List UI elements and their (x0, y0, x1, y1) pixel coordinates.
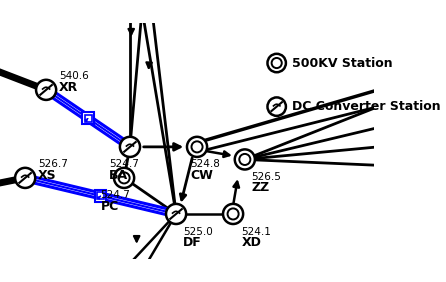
Circle shape (166, 204, 186, 224)
Text: ZZ: ZZ (252, 181, 270, 194)
Circle shape (15, 168, 35, 188)
Circle shape (268, 54, 286, 72)
Circle shape (119, 172, 130, 183)
Circle shape (240, 154, 250, 165)
Bar (95, 190, 107, 202)
Circle shape (36, 80, 56, 100)
Text: XD: XD (241, 236, 261, 249)
Text: CW: CW (190, 169, 213, 182)
Text: XR: XR (59, 81, 78, 94)
Circle shape (235, 149, 255, 169)
Bar (97, 192, 104, 199)
Circle shape (120, 137, 140, 157)
Bar (82, 113, 94, 124)
Text: 525.0: 525.0 (183, 226, 213, 237)
Circle shape (187, 137, 207, 157)
Text: 526.7: 526.7 (38, 159, 68, 169)
Text: 524.7: 524.7 (109, 159, 139, 169)
Text: 524.1: 524.1 (241, 226, 271, 237)
Text: 526.5: 526.5 (252, 172, 281, 182)
Text: PC: PC (101, 200, 119, 213)
Circle shape (191, 141, 202, 152)
Bar (84, 115, 91, 122)
Text: XS: XS (38, 169, 56, 182)
Circle shape (114, 168, 134, 188)
Text: 524.7: 524.7 (101, 190, 131, 201)
Text: 500KV Station: 500KV Station (292, 56, 392, 70)
Text: BA: BA (109, 169, 128, 182)
Circle shape (272, 58, 282, 68)
Circle shape (223, 204, 243, 224)
Circle shape (227, 208, 239, 219)
Text: DC Converter Station: DC Converter Station (292, 100, 440, 113)
Circle shape (268, 97, 286, 116)
Text: DF: DF (183, 236, 202, 249)
Text: 524.8: 524.8 (190, 159, 220, 169)
Text: 540.6: 540.6 (59, 71, 88, 81)
